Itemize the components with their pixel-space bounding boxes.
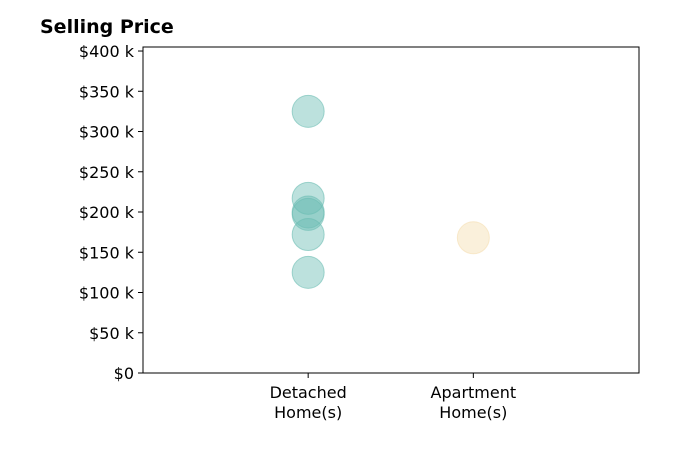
y-tick-label: $50 k	[89, 324, 135, 343]
y-tick-label: $400 k	[79, 42, 135, 61]
data-point	[291, 255, 325, 289]
y-tick-label: $250 k	[79, 163, 135, 182]
y-tick-label: $200 k	[79, 203, 135, 222]
data-point	[291, 197, 325, 231]
y-tick-label: $100 k	[79, 284, 135, 303]
y-tick-label: $0	[114, 364, 134, 383]
x-tick-label: Detached Home(s)	[270, 383, 347, 422]
y-tick-label: $300 k	[79, 123, 135, 142]
y-tick-label: $150 k	[79, 243, 135, 262]
plot-frame	[142, 46, 640, 374]
y-tick-label: $350 k	[79, 82, 135, 101]
data-point	[456, 221, 490, 255]
x-tick-label: Apartment Home(s)	[431, 383, 517, 422]
data-point	[291, 218, 325, 252]
chart-title: Selling Price	[40, 16, 174, 38]
data-point	[291, 94, 325, 128]
